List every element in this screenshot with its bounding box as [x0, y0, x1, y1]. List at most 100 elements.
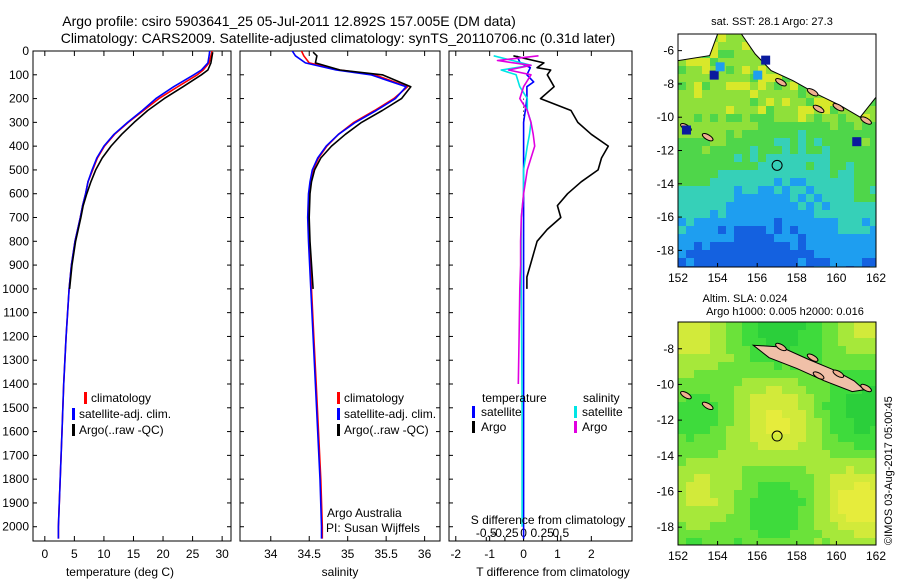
sla-map-cell [838, 530, 847, 539]
sla-map-cell [862, 370, 871, 379]
sst-map-cell [710, 50, 719, 59]
legend-s-argo: Argo [582, 420, 608, 434]
sst-map-cell [870, 170, 876, 179]
sla-map-cell [822, 530, 831, 539]
sst-map-cell [710, 202, 719, 211]
sst-map-cell [702, 154, 711, 163]
sla-map-cell [782, 498, 791, 507]
sst-map-cell [758, 122, 767, 131]
temperature-lines [57, 51, 214, 539]
sla-map-cell [694, 330, 703, 339]
sst-map-cell [726, 58, 735, 67]
sst-map-float-marker [771, 159, 783, 171]
sla-map-cell [694, 370, 703, 379]
sla-map-cell [758, 394, 767, 403]
sst-map-cell [758, 202, 767, 211]
sst-map-cell [734, 98, 743, 107]
sst-map-cell [686, 82, 695, 91]
sla-map-cell [830, 346, 839, 355]
sla-map-cell [870, 434, 876, 443]
sla-map-cell [774, 514, 783, 523]
sst-map-cell [798, 114, 807, 123]
sla-map-cell [790, 538, 799, 545]
sla-map-cell [742, 346, 751, 355]
sla-map-cell [758, 482, 767, 491]
s-difference-label: S difference from climatology [471, 513, 626, 527]
sla-map-cell [678, 330, 687, 339]
sla-map-cell [750, 330, 759, 339]
sla-map-cell [766, 538, 775, 545]
sst-map-ytick-label: -16 [657, 210, 675, 224]
sla-map-cell [822, 418, 831, 427]
sst-map-cell [694, 66, 703, 75]
sla-map-cell [798, 402, 807, 411]
sst-map-cell [798, 90, 807, 99]
sst-map-cell [790, 178, 799, 187]
sla-map-cell [790, 410, 799, 419]
difference-axes-frame [448, 50, 633, 542]
sst-map-cell [750, 234, 759, 243]
sla-map-cell [870, 378, 876, 387]
sst-map-cell [702, 162, 711, 171]
sla-map-cell [870, 474, 876, 483]
sla-map-cell [846, 530, 855, 539]
sla-map-cell [822, 402, 831, 411]
sst-map-cell [854, 130, 863, 139]
sla-map-cell [766, 426, 775, 435]
sst-map-cell [846, 210, 855, 219]
sla-map-cell [822, 386, 831, 395]
sst-map: sat. SST: 28.1 Argo: 27.3 152 154 156 158 16… [657, 16, 887, 285]
temp-ytick-label: 100 [9, 68, 29, 82]
sla-map-cell [814, 498, 823, 507]
sst-map-cell [870, 226, 876, 235]
sla-map-cell [846, 394, 855, 403]
sla-map-cell [814, 514, 823, 523]
sst-map-cell [766, 186, 775, 195]
sst-map-cell [686, 106, 695, 115]
sla-map-cell [774, 386, 783, 395]
sst-map-cell [822, 242, 831, 251]
sla-map-cell [758, 370, 767, 379]
sal-xtick-label: 36 [418, 547, 432, 561]
sst-map-cell [766, 146, 775, 155]
sst-map-cell [710, 194, 719, 203]
sla-map-cell [726, 498, 735, 507]
temp-xtick-label: 15 [127, 547, 141, 561]
sla-map-cell [686, 434, 695, 443]
sla-map-cell [798, 442, 807, 451]
sla-map-cell [838, 458, 847, 467]
sst-map-cell [854, 234, 863, 243]
sst-map-cell [726, 202, 735, 211]
sst-map-cell [798, 146, 807, 155]
sla-map-cell [782, 538, 791, 545]
sla-map-cell [686, 514, 695, 523]
sla-map-cell [710, 450, 719, 459]
sst-map-cell [718, 186, 727, 195]
sla-map-cell [814, 386, 823, 395]
sla-map-cell [870, 354, 876, 363]
sla-map-cell [774, 442, 783, 451]
sla-map-cell [734, 370, 743, 379]
sst-map-cell [854, 146, 863, 155]
sst-map-cell [702, 210, 711, 219]
sst-map-cell [798, 250, 807, 259]
sst-map-cell [870, 146, 876, 155]
sst-map-cell [838, 130, 847, 139]
sla-map-cell [798, 378, 807, 387]
sla-map-cell [814, 410, 823, 419]
sst-map-cell [798, 194, 807, 203]
sst-map-cell [766, 250, 775, 259]
sla-map-cell [734, 482, 743, 491]
sst-map-cell [790, 106, 799, 115]
sst-map-cell [814, 138, 823, 147]
sla-map-cell [782, 362, 791, 371]
sla-map-cell [734, 378, 743, 387]
sla-map-cell [822, 322, 831, 331]
sst-map-cell [782, 258, 791, 267]
sst-map-cell [710, 178, 719, 187]
sla-map-cell [726, 490, 735, 499]
sla-map-cell [854, 506, 863, 515]
sal-xtick-label: 35.5 [374, 547, 398, 561]
sla-map-cell [846, 450, 855, 459]
sst-map-cell [846, 242, 855, 251]
